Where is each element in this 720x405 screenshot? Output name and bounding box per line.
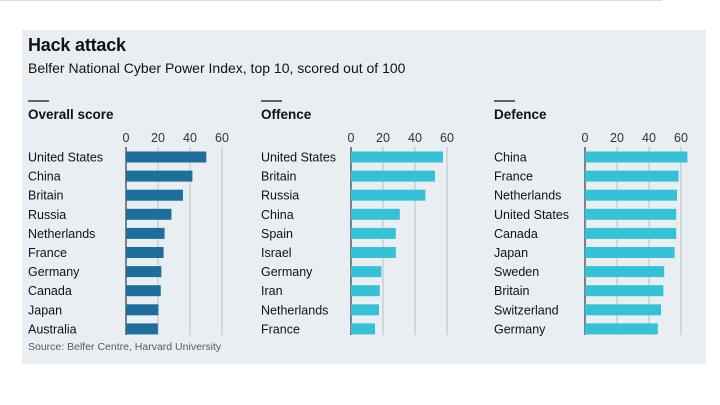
panel-title: Overall score [28,107,114,122]
bar [126,247,164,258]
bar [351,323,375,335]
category-label: China [494,151,527,165]
tick-label: 0 [582,131,589,145]
tick-label: 40 [183,131,197,145]
category-label: United States [261,151,336,165]
panel-title: Offence [261,107,312,122]
category-label: Japan [28,303,62,317]
category-label: France [261,322,300,336]
category-label: Netherlands [494,189,561,203]
category-label: Netherlands [28,227,95,241]
bar [585,266,665,278]
category-label: Netherlands [261,303,328,317]
bar [351,208,400,220]
bar [126,266,162,278]
bar [585,208,677,220]
category-label: Canada [28,284,72,298]
category-label: China [28,170,61,184]
chart-card: Hack attack Belfer National Cyber Power … [22,30,706,364]
bar [351,304,379,316]
tick-label: 0 [348,131,355,145]
category-label: Iran [261,284,283,298]
bar [585,247,675,258]
category-label: China [261,208,294,222]
category-label: Germany [494,322,546,336]
category-label: Russia [261,189,299,203]
bar [585,285,664,297]
tick-label: 20 [151,131,165,145]
tick-label: 40 [408,131,422,145]
top-divider [0,0,662,1]
panel-title: Defence [494,107,547,122]
bar [351,227,396,239]
bar [351,151,443,163]
category-label: Russia [28,208,66,222]
category-label: Switzerland [494,303,559,317]
tick-label: 20 [376,131,390,145]
category-label: Australia [28,322,77,336]
bar [585,304,661,316]
bar [585,227,677,239]
tick-label: 20 [610,131,624,145]
bar [126,323,158,335]
bar [126,151,207,163]
tick-label: 40 [642,131,656,145]
category-label: Spain [261,227,293,241]
bar-charts: Overall score 0 20 40 60 United States China Br… [28,100,688,336]
category-label: France [494,170,533,184]
bar [126,227,165,239]
bar [126,285,161,297]
bar [126,208,172,220]
bar [585,323,658,335]
tick-label: 60 [674,131,688,145]
category-label: United States [28,151,103,165]
category-label: Germany [261,265,313,279]
category-label: Germany [28,265,80,279]
category-label: Britain [261,170,296,184]
category-label: Sweden [494,265,539,279]
category-label: Britain [494,284,529,298]
category-label: United States [494,208,569,222]
category-label: France [28,246,67,260]
bar [585,151,688,163]
bar [351,170,435,182]
category-label: Britain [28,189,63,203]
bar [126,304,159,316]
tick-label: 0 [123,131,130,145]
chart-title: Hack attack [28,35,126,55]
bar [126,189,183,201]
tick-label: 60 [215,131,229,145]
bar [351,266,382,278]
category-label: Japan [494,246,528,260]
bar [585,170,679,182]
bar [126,170,193,182]
source-note: Source: Belfer Centre, Harvard Universit… [28,341,222,353]
tick-label: 60 [440,131,454,145]
bar [585,189,677,201]
chart-subtitle: Belfer National Cyber Power Index, top 1… [28,60,406,76]
category-label: Canada [494,227,538,241]
bar [351,285,380,297]
category-label: Israel [261,246,292,260]
bar [351,189,426,201]
bar [351,247,396,258]
